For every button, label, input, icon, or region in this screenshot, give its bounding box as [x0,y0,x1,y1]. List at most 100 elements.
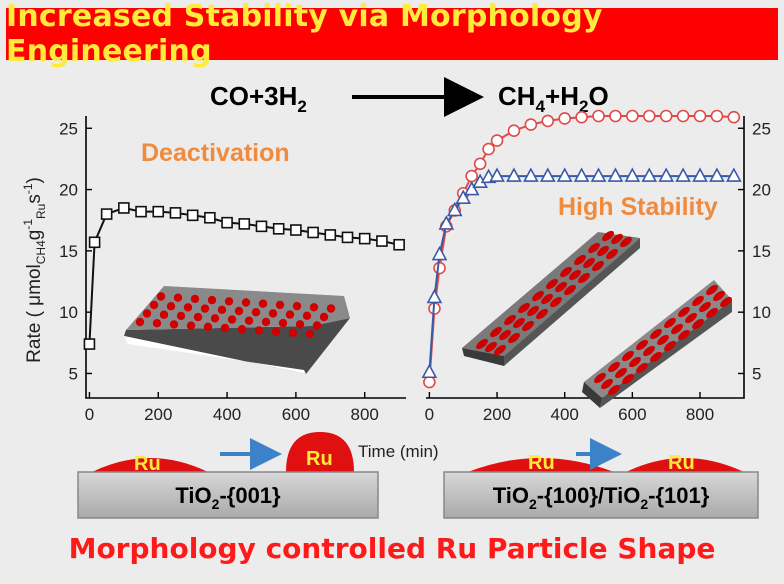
reaction-equation: CO+3H2 CH4+H2O [210,77,609,117]
ru-particle-dot [527,305,539,317]
ru-particle-dot [190,294,200,304]
ru-particle-dot [244,316,254,325]
ru-particle-dot [186,321,196,330]
ru-particle-dot [536,308,548,320]
data-point-triangle [726,167,742,182]
data-point-square [221,216,233,229]
data-point-triangle [463,180,480,196]
right-axes [426,116,745,399]
ru-particle-dot [564,284,576,296]
data-point-square [238,218,251,230]
ru-particle-dot [643,345,655,357]
ru-particle-dot [685,312,697,324]
y-tick-label: 15 [752,242,771,261]
ru-particle-dot [156,292,166,301]
ru-particle-dot [207,295,217,305]
ru-label-3: Ru [528,452,555,474]
data-point-triangle [421,363,438,379]
ru-particle-dot [608,361,620,373]
ru-particle-dot [550,296,562,308]
data-point-triangle [446,201,463,217]
y-tick-label: 15 [59,242,78,261]
ru-particle-dot [499,329,511,341]
left-tick-marks: 0 200 400 600 800 5 10 15 20 25 [59,119,379,424]
ru-particle-dot [699,301,711,313]
title-banner: Increased Stability via Morphology Engin… [6,0,778,69]
ru-particle-dot [678,329,690,341]
ru-particle-dot [200,304,210,313]
ru-particle-dot [541,293,553,305]
ru-particle-dot [569,269,581,281]
ru-particle-dot [522,320,534,332]
deactivation-label: Deactivation [141,139,290,167]
ru-particle-dot [664,317,676,329]
ru-particle-dot [217,305,227,314]
title: Increased Stability via Morphology Engin… [6,0,603,69]
ru-particle-dot [706,284,718,296]
x-tick-label: 0 [85,405,94,424]
ru-particle-dot [237,325,247,334]
ru-particle-dot [574,254,586,266]
x-tick-label: 400 [551,405,579,424]
tio2-001-substrate [77,471,379,519]
data-point-square [307,226,319,239]
data-point-square [135,205,147,218]
data-point-triangle [692,167,708,182]
ru-label-1: Ru [134,453,161,475]
ru-particle-dot [608,384,620,396]
data-point-triangle [426,288,443,304]
data-point-triangle [431,245,448,261]
ru-particle-dot [234,306,244,316]
y-tick-label: 20 [59,181,78,200]
high-stability-label: High Stability [558,193,718,221]
data-point-square [152,205,165,218]
y-tick-label: 10 [59,303,78,322]
data-point-circle [490,134,504,147]
ru-particle-dot [532,290,544,302]
ru-particle-dot [620,236,632,248]
data-point-circle [507,124,521,138]
data-point-circle [609,109,622,123]
ru-particle-dot [713,290,725,302]
y-tick-label: 5 [752,364,761,383]
ru-particle-dot [302,311,312,320]
data-point-circle [482,142,495,156]
ru-particle-dot [319,312,329,322]
data-point-triangle [590,167,607,182]
tio2-001-crystal-illustration [124,286,350,374]
ru-particle-dot [159,310,169,319]
data-point-square [272,223,285,235]
ru-particle-dot [657,334,669,346]
ru-particle-dot [476,338,488,350]
ru-particle-dot [606,248,618,260]
ru-particle-dot [485,341,497,353]
y-tick-label: 25 [752,119,771,138]
ru-particle-dot [602,230,614,242]
ru-particle-dot [546,278,558,290]
left-series [83,202,405,350]
ru-particle-dot [629,356,641,368]
data-point-triangle [523,167,539,182]
ru-particle-dot [592,260,604,272]
ru-particle-dot [611,233,623,245]
y-tick-label: 5 [69,364,78,383]
data-point-triangle [506,167,522,182]
y-tick-label: 10 [752,303,771,322]
data-point-circle [710,109,724,123]
data-point-circle [693,109,707,123]
data-point-circle [465,169,478,183]
data-point-triangle [455,189,472,204]
data-point-square [290,224,302,236]
ru-particle-dot [636,362,648,374]
ru-particle-dot [622,350,634,362]
ru-particle-dot [312,321,322,330]
ru-particle-dot [504,314,516,326]
ru-particle-schematic-left: Ru Ru TiO2-{001} [77,432,379,519]
footer-caption: Morphology controlled Ru Particle Shape [68,532,716,565]
ru-particle-dot [203,322,213,331]
ru-particle-dot [251,308,261,317]
ru-particle-dot [490,326,502,338]
ru-particle-hemispherical [286,432,354,472]
left-axes [85,116,406,399]
